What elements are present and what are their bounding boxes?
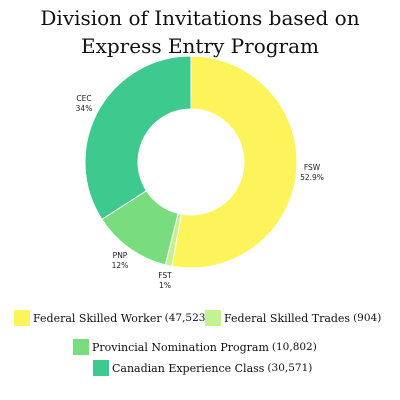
legend-swatch-fst	[205, 310, 221, 326]
slice-cec	[84, 55, 192, 221]
slice-label-pnp: PNP	[113, 251, 128, 260]
legend-count-fst: (904)	[353, 312, 382, 324]
legend-swatch-fsw	[14, 310, 30, 326]
legend-name-fst: Federal Skilled Trades	[224, 311, 351, 325]
slice-percent-pnp: 12%	[112, 261, 129, 270]
legend-count-fsw: (47,523)	[164, 312, 210, 324]
legend-swatch-pnp	[73, 339, 89, 355]
legend-item-fsw: Federal Skilled Worker (47,523)	[14, 309, 210, 327]
legend-item-cec: Canadian Experience Class (30,571)	[93, 359, 312, 377]
legend-item-pnp: Provincial Nomination Program (10,802)	[73, 338, 317, 356]
legend-name-pnp: Provincial Nomination Program	[92, 340, 269, 354]
slice-label-fst: FST	[158, 271, 172, 280]
legend-count-cec: (30,571)	[267, 362, 313, 374]
legend-swatch-cec	[93, 360, 109, 376]
legend-name-cec: Canadian Experience Class	[112, 361, 265, 375]
slice-percent-fsw: 52.9%	[300, 173, 324, 182]
slice-percent-cec: 34%	[76, 104, 93, 113]
slice-label-cec: CEC	[76, 94, 91, 103]
legend-count-pnp: (10,802)	[271, 341, 317, 353]
chart-title: Division of Invitations based on Express…	[40, 6, 360, 58]
legend-name-fsw: Federal Skilled Worker	[33, 311, 162, 325]
legend-item-fst: Federal Skilled Trades (904)	[205, 309, 381, 327]
slice-label-fsw: FSW	[304, 163, 321, 172]
slice-fsw	[171, 55, 298, 269]
slice-percent-fst: 1%	[159, 281, 171, 290]
